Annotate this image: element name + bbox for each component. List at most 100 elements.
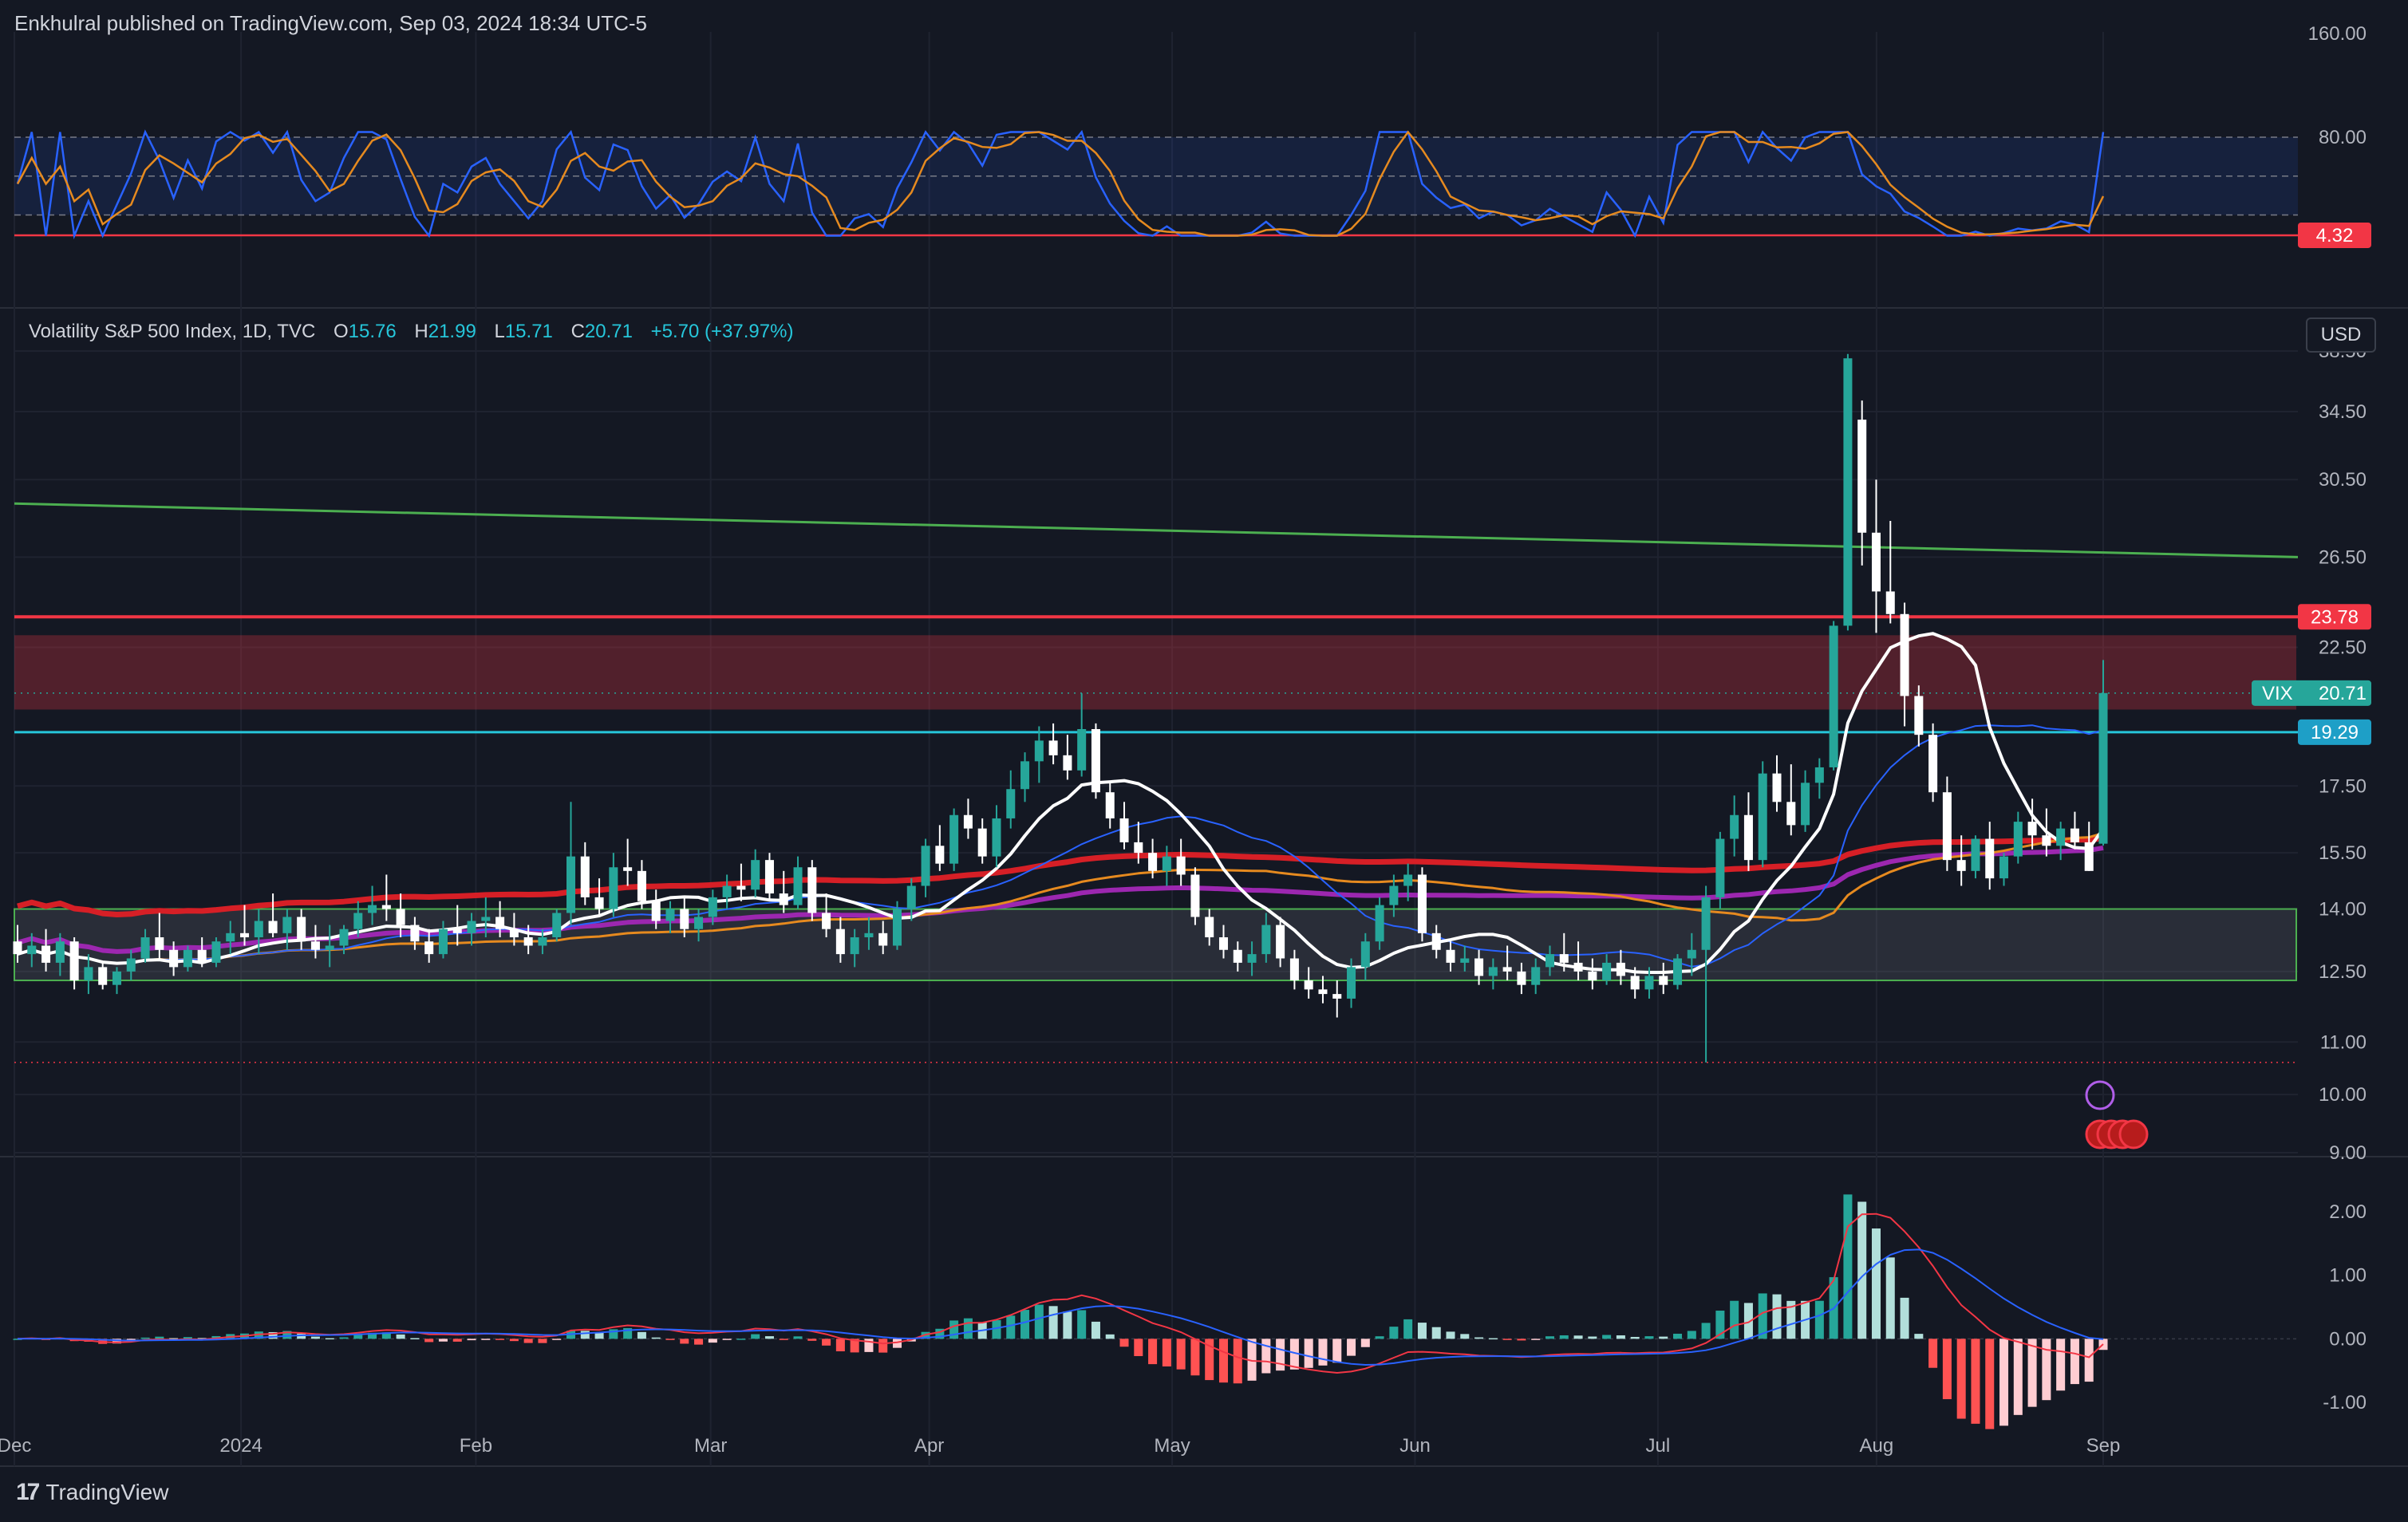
macd-histogram-bar bbox=[2013, 1339, 2023, 1415]
candle-body bbox=[623, 867, 633, 871]
candle-body bbox=[892, 909, 902, 946]
candle bbox=[1573, 941, 1583, 981]
candle-body bbox=[69, 941, 79, 981]
price-tag-resistance: 23.78 bbox=[2298, 604, 2371, 630]
candle bbox=[1715, 831, 1725, 909]
candle-body bbox=[1389, 885, 1399, 905]
candle-body bbox=[396, 909, 405, 925]
candle bbox=[183, 945, 192, 972]
candle bbox=[1020, 752, 1030, 802]
close-label: C bbox=[570, 321, 585, 342]
macd-histogram-bar bbox=[963, 1318, 973, 1339]
macd-histogram-bar bbox=[282, 1331, 292, 1339]
candle-body bbox=[1985, 838, 1995, 879]
macd-histogram-bar bbox=[949, 1320, 959, 1339]
y-tick-label: 11.00 bbox=[2320, 1031, 2367, 1053]
candle-body bbox=[410, 925, 420, 942]
candle-body bbox=[1020, 761, 1030, 790]
candle-body bbox=[1871, 532, 1881, 592]
macd-histogram-bar bbox=[835, 1339, 845, 1352]
candle-body bbox=[41, 945, 51, 963]
macd-histogram-bar bbox=[211, 1335, 221, 1339]
candle bbox=[807, 860, 817, 921]
macd-histogram-bar bbox=[1375, 1336, 1384, 1339]
candle bbox=[1673, 954, 1683, 990]
macd-histogram-bar bbox=[892, 1339, 902, 1348]
x-tick-label: Feb bbox=[460, 1435, 492, 1457]
macd-histogram-bar bbox=[297, 1333, 306, 1339]
y-tick-label: 34.50 bbox=[2319, 401, 2367, 423]
candle bbox=[297, 909, 306, 950]
macd-histogram-bar bbox=[523, 1339, 533, 1343]
candle-body bbox=[1758, 773, 1767, 861]
x-tick-label: Mar bbox=[694, 1435, 727, 1457]
candle bbox=[396, 893, 405, 937]
candle bbox=[623, 838, 633, 886]
candle-body bbox=[1148, 853, 1158, 871]
candle-body bbox=[495, 917, 505, 929]
candle bbox=[708, 889, 717, 925]
candle bbox=[495, 901, 505, 937]
candle bbox=[1176, 838, 1186, 886]
currency-button[interactable]: USD bbox=[2306, 317, 2376, 353]
candle-body bbox=[1403, 874, 1413, 886]
us-flag-event-icon bbox=[2118, 1119, 2149, 1149]
candle bbox=[793, 856, 803, 909]
candle bbox=[552, 909, 562, 942]
candle bbox=[282, 909, 292, 950]
candle-body bbox=[1999, 856, 2009, 879]
tradingview-brand[interactable]: 17 TradingView bbox=[16, 1479, 168, 1506]
macd-histogram-bar bbox=[722, 1339, 732, 1340]
macd-histogram-bar bbox=[637, 1331, 646, 1339]
candle-body bbox=[1928, 735, 1938, 793]
candle bbox=[2070, 811, 2079, 850]
candle-body bbox=[935, 846, 945, 864]
macd-histogram-bar bbox=[1134, 1339, 1143, 1357]
stoch-d-line bbox=[16, 130, 2105, 237]
macd-histogram-bar bbox=[1730, 1300, 1739, 1339]
candle bbox=[1730, 795, 1739, 857]
candle-body bbox=[126, 958, 136, 972]
candle-body bbox=[1247, 954, 1257, 963]
candle-body bbox=[98, 967, 108, 985]
candle bbox=[1843, 353, 1853, 631]
macd-histogram-bar bbox=[1332, 1339, 1342, 1363]
candle-body bbox=[807, 867, 817, 913]
candle bbox=[55, 933, 65, 976]
macd-histogram-bar bbox=[538, 1339, 547, 1343]
candle bbox=[1375, 897, 1384, 950]
x-tick-label: Sep bbox=[2086, 1435, 2121, 1457]
candle bbox=[1814, 758, 1824, 799]
candle-body bbox=[27, 945, 37, 955]
macd-histogram-bar bbox=[381, 1332, 391, 1339]
last-price-symbol: VIX bbox=[2262, 683, 2293, 704]
candle-body bbox=[963, 814, 973, 829]
candle bbox=[339, 925, 349, 955]
candle bbox=[1630, 967, 1640, 999]
candle bbox=[353, 901, 363, 937]
macd-histogram-bar bbox=[1190, 1339, 1200, 1376]
candle bbox=[155, 913, 164, 959]
macd-histogram-bar bbox=[623, 1327, 633, 1339]
candle bbox=[69, 936, 79, 990]
sma-100-line bbox=[17, 845, 2104, 954]
macd-y-tick-label: -1.00 bbox=[2323, 1392, 2367, 1414]
y-tick-label: 14.00 bbox=[2319, 899, 2367, 921]
candle-body bbox=[1289, 958, 1299, 981]
macd-histogram-bar bbox=[992, 1319, 1001, 1339]
candle bbox=[1091, 723, 1100, 799]
macd-histogram-bar bbox=[1971, 1339, 1980, 1424]
candle bbox=[2042, 808, 2051, 857]
candle-body bbox=[1772, 773, 1782, 802]
macd-histogram-bar bbox=[1105, 1334, 1115, 1339]
macd-histogram-bar bbox=[1488, 1338, 1498, 1340]
candle-body bbox=[977, 828, 987, 857]
macd-histogram-bar bbox=[1857, 1201, 1867, 1339]
candle bbox=[594, 878, 604, 917]
macd-histogram-bar bbox=[467, 1339, 476, 1341]
candle-body bbox=[140, 936, 150, 959]
last-price-tag-bg bbox=[2252, 680, 2371, 706]
candle-body bbox=[2084, 842, 2094, 871]
candle-body bbox=[2070, 828, 2079, 842]
candle-body bbox=[325, 945, 334, 950]
